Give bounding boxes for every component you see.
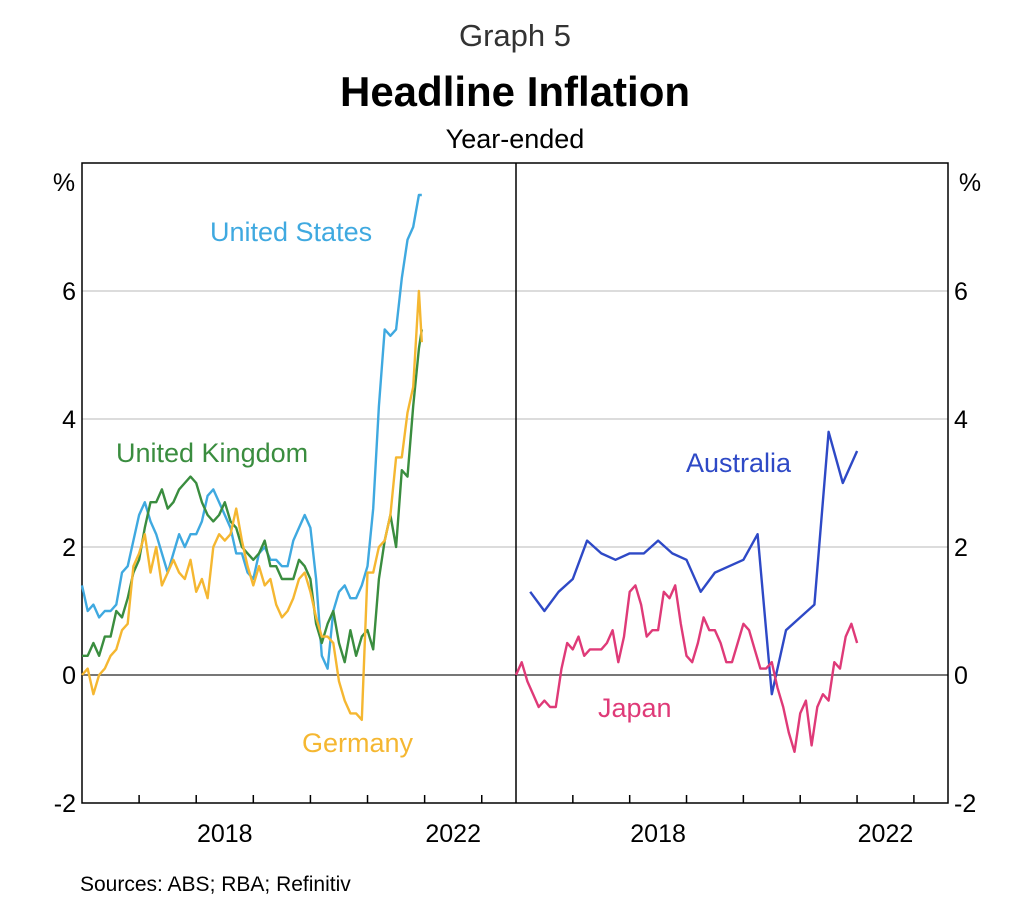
y-tick-label: 6 xyxy=(954,278,968,306)
frame-layer xyxy=(81,162,949,804)
y-tick-label: 2 xyxy=(954,534,968,562)
x-tick-label: 2018 xyxy=(630,820,686,848)
series-label-united-kingdom: United Kingdom xyxy=(116,438,308,468)
chart-subtitle: Year-ended xyxy=(445,124,585,154)
y-tick-label: 0 xyxy=(62,662,76,690)
x-tick-label: 2018 xyxy=(197,820,253,848)
series-label-japan: Japan xyxy=(598,693,672,723)
y-tick-label: 2 xyxy=(62,534,76,562)
y-tick-label: 6 xyxy=(62,278,76,306)
y-unit-right: % xyxy=(959,169,981,197)
tick-layer: -2 0 2 4 6 2018 2022 -2 0 2 4 6 2018 2022 xyxy=(54,278,976,848)
series-line-japan xyxy=(514,584,859,753)
series-line-germany xyxy=(81,289,423,721)
sources-note: Sources: ABS; RBA; Refinitiv xyxy=(80,873,351,896)
series-line-united-states xyxy=(80,193,422,670)
y-tick-label: 4 xyxy=(62,406,76,434)
graph-number: Graph 5 xyxy=(458,18,571,53)
series-line-united-kingdom xyxy=(82,329,423,664)
series-layer xyxy=(80,193,859,753)
plot-frame xyxy=(81,162,949,804)
y-unit-left: % xyxy=(53,169,75,197)
series-label-united-states: United States xyxy=(210,217,372,247)
chart-title: Headline Inflation xyxy=(339,68,691,115)
grid-layer xyxy=(82,290,948,676)
y-tick-label: 0 xyxy=(954,662,968,690)
series-label-australia: Australia xyxy=(686,448,792,478)
series-line-australia xyxy=(529,430,859,696)
y-tick-label: 4 xyxy=(954,406,968,434)
y-tick-label: -2 xyxy=(954,790,976,818)
y-tick-label: -2 xyxy=(54,790,76,818)
series-label-germany: Germany xyxy=(302,728,414,758)
x-tick-label: 2022 xyxy=(858,820,914,848)
x-tick-label: 2022 xyxy=(425,820,481,848)
